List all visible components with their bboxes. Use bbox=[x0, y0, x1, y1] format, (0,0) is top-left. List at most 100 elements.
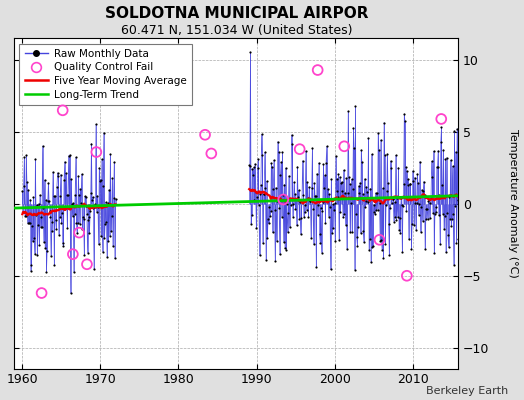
Point bbox=[438, 182, 446, 188]
Point bbox=[455, 178, 464, 185]
Point bbox=[436, 240, 444, 247]
Point bbox=[322, 159, 330, 166]
Point bbox=[337, 178, 346, 185]
Point bbox=[275, 205, 283, 212]
Point bbox=[385, 221, 393, 227]
Point bbox=[313, 170, 321, 177]
Point bbox=[422, 216, 430, 222]
Point bbox=[269, 186, 278, 192]
Point bbox=[264, 216, 272, 222]
Point bbox=[343, 246, 351, 252]
Point bbox=[79, 214, 87, 220]
Point bbox=[23, 179, 31, 186]
Point bbox=[434, 148, 442, 154]
Point bbox=[340, 167, 348, 173]
Point bbox=[69, 251, 77, 257]
Point bbox=[85, 229, 94, 236]
Point bbox=[386, 205, 394, 211]
Point bbox=[291, 206, 300, 212]
Point bbox=[452, 149, 460, 155]
Point bbox=[425, 215, 434, 222]
Point bbox=[390, 218, 398, 225]
Point bbox=[442, 154, 451, 161]
Point bbox=[283, 229, 292, 235]
Point bbox=[430, 148, 438, 154]
Point bbox=[255, 202, 263, 208]
Point bbox=[100, 130, 108, 136]
Point bbox=[25, 220, 34, 226]
Point bbox=[48, 228, 56, 234]
Point bbox=[423, 206, 431, 212]
Point bbox=[41, 197, 50, 204]
Point bbox=[268, 164, 276, 170]
Point bbox=[75, 230, 83, 236]
Point bbox=[247, 220, 255, 227]
Point bbox=[54, 173, 62, 179]
Point bbox=[335, 237, 343, 244]
Point bbox=[320, 185, 329, 192]
Point bbox=[412, 226, 420, 233]
Point bbox=[386, 158, 395, 164]
Point bbox=[89, 194, 97, 200]
Point bbox=[256, 191, 265, 198]
Point bbox=[279, 239, 288, 246]
Point bbox=[298, 198, 306, 205]
Point bbox=[97, 232, 105, 239]
Point bbox=[266, 212, 274, 219]
Point bbox=[112, 196, 120, 202]
Point bbox=[406, 180, 414, 187]
Point bbox=[29, 238, 37, 244]
Point bbox=[49, 169, 57, 175]
Point bbox=[410, 222, 418, 228]
Point bbox=[37, 214, 46, 220]
Point bbox=[46, 214, 54, 220]
Point bbox=[287, 132, 296, 138]
Point bbox=[372, 190, 380, 196]
Point bbox=[316, 240, 324, 246]
Point bbox=[321, 172, 329, 179]
Point bbox=[272, 238, 281, 244]
Point bbox=[424, 198, 433, 204]
Point bbox=[294, 194, 302, 201]
Point bbox=[434, 212, 443, 218]
Point bbox=[392, 217, 401, 223]
Point bbox=[371, 211, 379, 217]
Point bbox=[297, 231, 305, 237]
Point bbox=[77, 200, 85, 206]
Point bbox=[63, 225, 72, 231]
Point bbox=[257, 182, 265, 188]
Point bbox=[335, 174, 344, 180]
Point bbox=[305, 198, 314, 204]
Point bbox=[27, 262, 36, 268]
Point bbox=[265, 220, 273, 227]
Point bbox=[334, 194, 342, 201]
Point bbox=[88, 140, 96, 147]
Point bbox=[297, 215, 305, 222]
Point bbox=[342, 175, 351, 182]
Point bbox=[105, 233, 114, 239]
Point bbox=[450, 262, 458, 268]
Point bbox=[341, 190, 349, 196]
Point bbox=[302, 206, 311, 213]
Point bbox=[249, 172, 257, 178]
Point bbox=[99, 249, 107, 255]
Point bbox=[429, 210, 437, 216]
Point bbox=[59, 243, 68, 250]
Point bbox=[364, 199, 372, 206]
Point bbox=[350, 125, 358, 131]
Point bbox=[447, 223, 455, 229]
Point bbox=[109, 243, 117, 249]
Point bbox=[446, 157, 455, 163]
Point bbox=[288, 141, 297, 148]
Point bbox=[377, 137, 385, 143]
Point bbox=[93, 192, 102, 199]
Point bbox=[383, 151, 391, 157]
Point bbox=[351, 103, 359, 110]
Point bbox=[318, 208, 326, 214]
Point bbox=[27, 268, 35, 274]
Point bbox=[299, 158, 307, 164]
Point bbox=[259, 191, 268, 198]
Point bbox=[326, 204, 334, 210]
Point bbox=[30, 234, 38, 241]
Point bbox=[355, 190, 364, 196]
